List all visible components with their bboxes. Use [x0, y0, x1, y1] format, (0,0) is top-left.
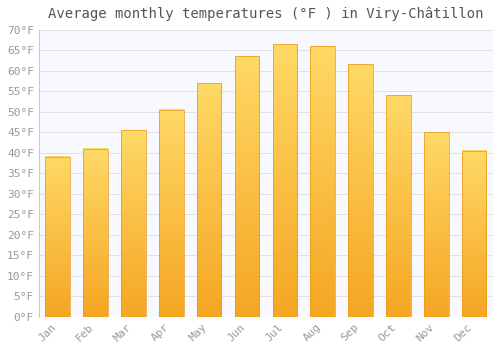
Bar: [159, 110, 184, 317]
Bar: [84, 148, 108, 317]
Bar: [462, 150, 486, 317]
Bar: [197, 83, 222, 317]
Bar: [234, 56, 260, 317]
Bar: [348, 64, 373, 317]
Bar: [121, 130, 146, 317]
Bar: [272, 44, 297, 317]
Bar: [424, 132, 448, 317]
Title: Average monthly temperatures (°F ) in Viry-Châtillon: Average monthly temperatures (°F ) in Vi…: [48, 7, 484, 21]
Bar: [46, 157, 70, 317]
Bar: [310, 46, 335, 317]
Bar: [386, 95, 410, 317]
